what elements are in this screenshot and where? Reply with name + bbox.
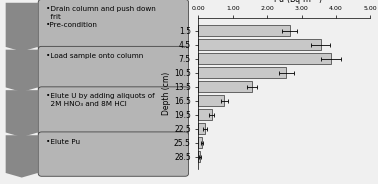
Y-axis label: Depth (cm): Depth (cm) bbox=[162, 72, 171, 116]
Text: •Load sample onto column: •Load sample onto column bbox=[46, 53, 144, 59]
Bar bbox=[198, 137, 202, 148]
Bar bbox=[198, 39, 321, 50]
Bar bbox=[198, 151, 200, 162]
FancyBboxPatch shape bbox=[38, 87, 189, 136]
FancyBboxPatch shape bbox=[38, 0, 189, 50]
Bar bbox=[198, 81, 252, 92]
FancyBboxPatch shape bbox=[38, 46, 189, 91]
Polygon shape bbox=[6, 90, 38, 137]
Text: •Elute U by adding aliquots of
  2M HNO₃ and 8M HCl: •Elute U by adding aliquots of 2M HNO₃ a… bbox=[46, 93, 155, 107]
Text: •Elute Pu: •Elute Pu bbox=[46, 139, 81, 145]
Text: •Drain column and push down
  frit
•Pre-condition: •Drain column and push down frit •Pre-co… bbox=[46, 6, 156, 28]
Polygon shape bbox=[6, 3, 38, 52]
X-axis label: $^{239+240}$Pu (Bq m$^{-2}$): $^{239+240}$Pu (Bq m$^{-2}$) bbox=[245, 0, 324, 7]
Bar bbox=[198, 123, 204, 134]
Bar bbox=[198, 109, 212, 120]
Polygon shape bbox=[6, 135, 38, 178]
Bar bbox=[198, 25, 290, 36]
Polygon shape bbox=[6, 50, 38, 92]
FancyBboxPatch shape bbox=[38, 132, 189, 176]
Bar bbox=[198, 67, 286, 78]
Bar bbox=[198, 95, 224, 106]
Bar bbox=[198, 53, 331, 64]
